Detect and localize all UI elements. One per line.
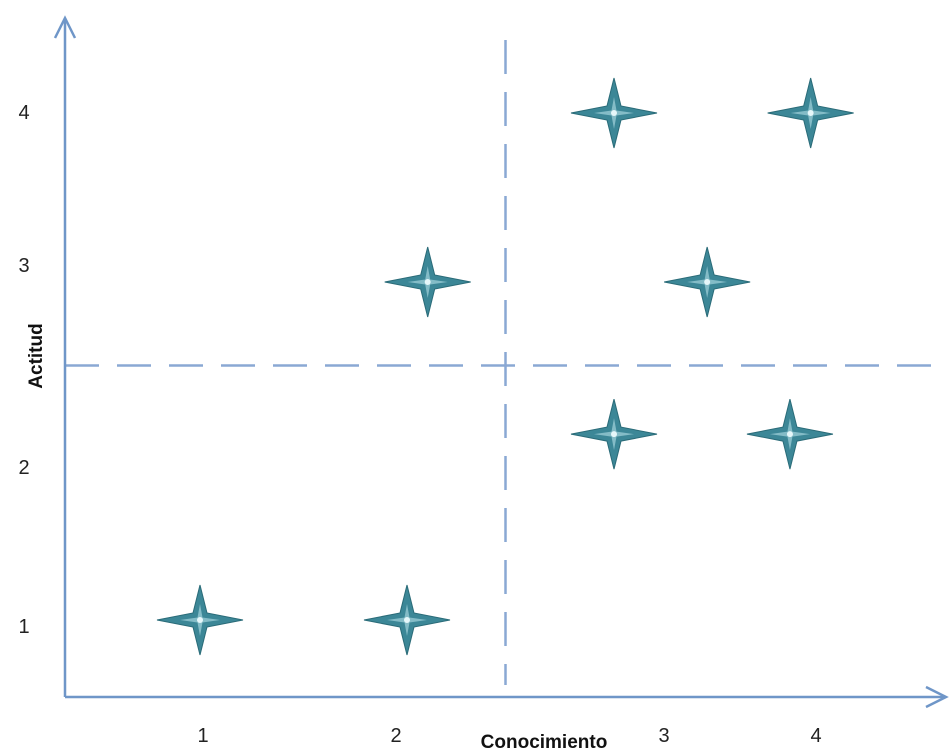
y-tick-label: 3 (18, 255, 29, 277)
y-tick-labels: 1 2 3 4 (18, 102, 29, 638)
star-center (807, 110, 814, 116)
data-point (746, 398, 834, 470)
y-axis-arrow-icon (53, 15, 77, 39)
y-axis-label: Actitud (26, 323, 47, 388)
y-tick-label: 4 (18, 102, 29, 124)
data-point (156, 584, 244, 656)
x-tick-labels: 1 2 3 4 (197, 725, 821, 747)
data-point (767, 77, 854, 149)
x-axis-label: Conocimiento (481, 732, 608, 752)
axes (53, 15, 949, 709)
data-points (156, 77, 854, 656)
star-center (197, 617, 203, 623)
x-tick-label: 3 (658, 725, 669, 747)
star-center (786, 431, 793, 438)
data-point (363, 584, 451, 656)
x-axis-arrow-icon (925, 685, 949, 709)
star-center (611, 431, 617, 438)
data-point (570, 77, 658, 149)
x-tick-label: 1 (197, 725, 208, 747)
data-point (570, 398, 658, 470)
star-center (404, 617, 410, 623)
y-tick-label: 2 (18, 457, 29, 479)
star-center (424, 279, 431, 285)
data-point (664, 246, 751, 318)
star-center (704, 279, 711, 285)
x-tick-label: 4 (810, 725, 821, 747)
data-point (384, 246, 471, 318)
x-tick-label: 2 (390, 725, 401, 747)
y-tick-label: 1 (18, 616, 29, 638)
star-center (611, 110, 617, 116)
quadrant-dividers (65, 40, 946, 685)
